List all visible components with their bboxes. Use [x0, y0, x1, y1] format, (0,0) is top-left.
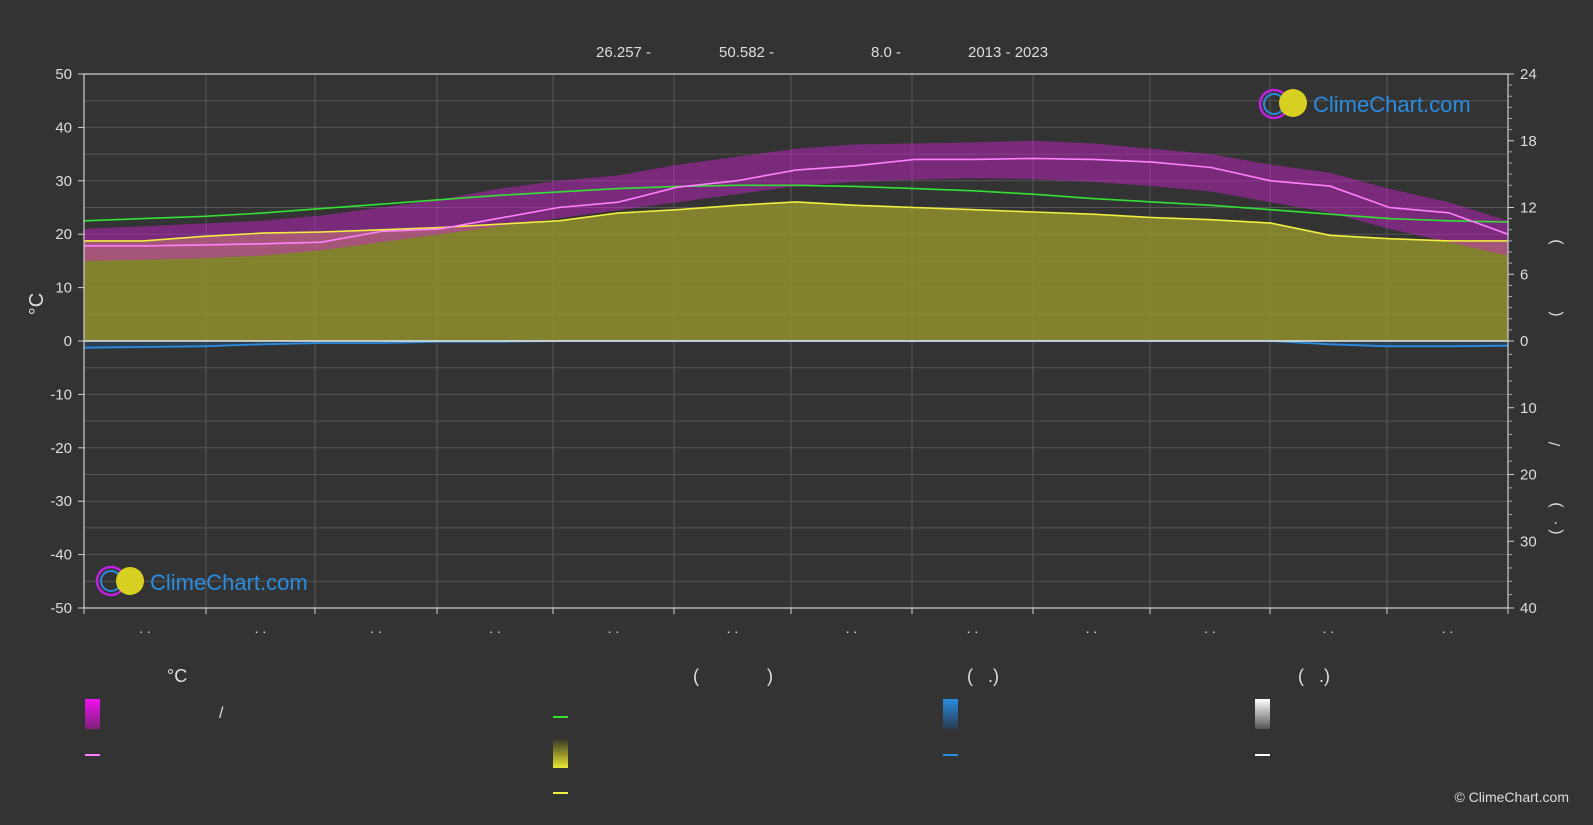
logo-sun-icon [116, 567, 144, 595]
logo-sun-icon [1279, 89, 1307, 117]
y-right-tick-label: 10 [1520, 400, 1537, 417]
y-right-axis-label-glyph: / [1547, 441, 1564, 446]
temperature-range-band [84, 140, 1508, 261]
x-tick-label: . . [1442, 620, 1454, 636]
x-tick-label: . . [255, 620, 267, 636]
y-left-tick-label: -10 [50, 386, 72, 403]
y-left-tick-label: -20 [50, 440, 72, 457]
y-right-tick-label: 20 [1520, 467, 1537, 484]
legend-rain-line [943, 754, 958, 756]
y-right-tick-label: 6 [1520, 266, 1528, 283]
x-tick-label: . . [846, 620, 858, 636]
x-tick-label: . . [139, 620, 151, 636]
x-tick-label: . . [1086, 620, 1098, 636]
y-right-axis-label-glyph: ) [1547, 239, 1564, 244]
y-right-axis-label-glyph: ( [1547, 529, 1564, 535]
logo-text-bottom: ClimeChart.com [150, 570, 308, 595]
legend-daylight-line [553, 716, 568, 718]
x-tick-label: . . [1204, 620, 1216, 636]
y-left-tick-label: 30 [55, 173, 72, 190]
sunshine-area [84, 201, 1508, 341]
header-latitude: 26.257 - [596, 44, 651, 61]
x-tick-label: . . [489, 620, 501, 636]
y-right-tick-label: 0 [1520, 333, 1528, 350]
header-info: 26.257 - 50.582 - 8.0 - 2013 - 2023 [596, 44, 1048, 61]
legend-snow-line [1255, 754, 1270, 756]
y-right-axis-label-glyph: ) [1547, 502, 1564, 507]
header-years: 2013 - 2023 [968, 44, 1048, 61]
daylight-hours-line [83, 184, 1509, 223]
x-tick-label: . . [967, 620, 979, 636]
legend-col3-head: ( .) [967, 666, 999, 686]
y-left-tick-label: 20 [55, 226, 72, 243]
climate-chart: 50 40 30 20 10 0 -10 -20 -30 -40 -50 24 18 12 6 0 10 20 30… [26, 44, 1564, 636]
chart-lines [83, 157, 1509, 349]
x-tick-label: . . [1323, 620, 1335, 636]
legend-col2-head-open: ( [693, 666, 699, 686]
max-temperature-line [84, 157, 1509, 247]
y-right-tick-label: 12 [1520, 200, 1537, 217]
sunshine-hours-line [84, 201, 1508, 242]
climechart-logo-bottom[interactable]: ClimeChart.com [95, 565, 308, 597]
header-longitude: 50.582 - [719, 44, 774, 61]
legend-col1-sep: / [219, 705, 224, 722]
logo-text-top: ClimeChart.com [1313, 92, 1471, 117]
y-left-tick-label: 50 [55, 66, 72, 83]
y-right-axis-label-glyph: · [1547, 520, 1564, 525]
legend-rain-swatch [943, 699, 958, 729]
x-tick-label: . . [727, 620, 739, 636]
legend-col2-head-close: ) [767, 666, 773, 686]
axes: 50 40 30 20 10 0 -10 -20 -30 -40 -50 24 18 12 6 0 10 20 30… [50, 66, 1564, 636]
legend-temp-band-swatch [85, 699, 100, 729]
y-left-tick-label: 0 [64, 333, 72, 350]
legend-snow-swatch [1255, 699, 1270, 729]
x-tick-label: . . [608, 620, 620, 636]
y-left-axis-label: °C [26, 293, 48, 315]
chart-fills [84, 140, 1508, 348]
y-left-tick-label: 40 [55, 119, 72, 136]
legend-col1-head: °C [167, 666, 188, 686]
y-left-tick-label: -30 [50, 493, 72, 510]
y-right-tick-label: 24 [1520, 66, 1537, 83]
y-left-tick-label: 10 [55, 280, 72, 297]
header-elevation: 8.0 - [871, 44, 901, 61]
legend-max-temp-line [85, 754, 100, 756]
x-tick-label: . . [370, 620, 382, 636]
y-left-tick-label: -40 [50, 547, 72, 564]
y-left-tick-label: -50 [50, 600, 72, 617]
y-right-tick-label: 30 [1520, 533, 1537, 550]
y-right-tick-label: 18 [1520, 133, 1537, 150]
copyright-text[interactable]: © ClimeChart.com [1454, 789, 1569, 805]
legend-sunshine-line [553, 792, 568, 794]
legend-col4-head: ( .) [1298, 666, 1330, 686]
y-right-axis-label-glyph: ( [1547, 311, 1564, 317]
y-right-tick-label: 40 [1520, 600, 1537, 617]
legend-sunshine-swatch [553, 738, 568, 768]
climechart-logo-top[interactable]: ClimeChart.com [1258, 88, 1471, 120]
